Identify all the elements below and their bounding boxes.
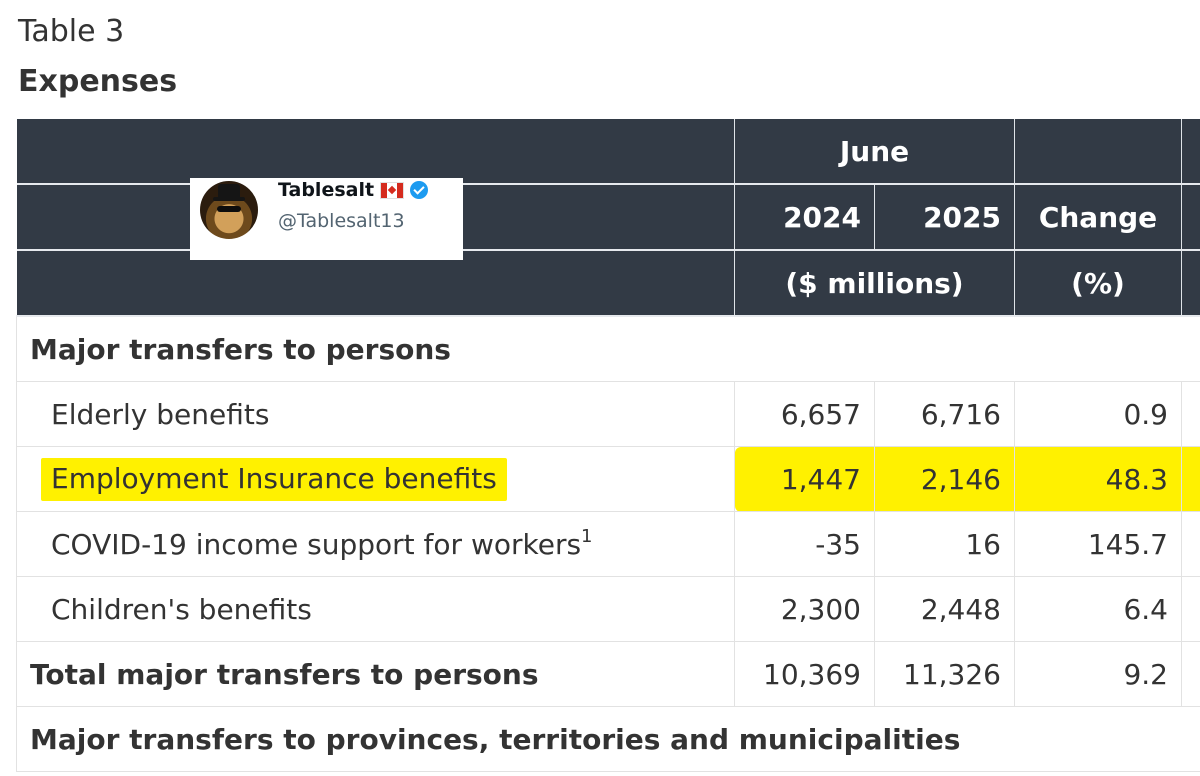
header-empty-cell	[1181, 119, 1200, 185]
user-handle: @Tablesalt13	[278, 210, 405, 232]
avatar	[200, 181, 258, 239]
header-empty-cell	[16, 250, 735, 317]
header-row-years: 2024 2025 Change	[16, 184, 1200, 251]
cell-change: 48.3	[1014, 446, 1182, 512]
canada-flag-icon	[380, 181, 405, 199]
table-row-highlighted: Employment Insurance benefits 1,447 2,14…	[16, 446, 1200, 512]
cell-2025: 11,326	[874, 641, 1015, 707]
header-year-2024: 2024	[734, 184, 875, 251]
section-row: Major transfers to persons	[16, 316, 1200, 382]
glasses-shape	[217, 206, 241, 212]
cell-change: 0.9	[1014, 381, 1182, 447]
cell-change: 145.7	[1014, 511, 1182, 577]
cell-2025: 6,716	[874, 381, 1015, 447]
table-header: June 2024 2025 Change ($ millions) (%)	[16, 119, 1200, 317]
cell-2025: 2,146	[874, 446, 1015, 512]
header-unit-change: (%)	[1014, 250, 1182, 317]
cell-change: 6.4	[1014, 576, 1182, 642]
table-row: Children's benefits 2,300 2,448 6.4	[16, 576, 1200, 642]
cell-2025: 2,448	[874, 576, 1015, 642]
verified-badge-icon	[410, 181, 429, 199]
cell-2025: 16	[874, 511, 1015, 577]
cell-2024: 10,369	[734, 641, 875, 707]
expenses-table: June 2024 2025 Change ($ millions) (%) M…	[16, 119, 1200, 772]
user-name-line: Tablesalt	[278, 179, 429, 201]
row-label-cell: Employment Insurance benefits	[16, 446, 735, 512]
header-row-period: June	[16, 119, 1200, 185]
header-empty-cell	[16, 119, 735, 185]
table-title: Expenses	[18, 64, 178, 99]
row-label: COVID-19 income support for workers	[51, 527, 582, 561]
table-row: Elderly benefits 6,657 6,716 0.9	[16, 381, 1200, 447]
cell-empty	[1181, 511, 1200, 577]
hat-shape	[218, 184, 240, 198]
section-row: Major transfers to provinces, territorie…	[16, 706, 1200, 772]
table-label: Table 3	[18, 14, 125, 49]
cell-empty	[1181, 446, 1200, 512]
cell-2024: -35	[734, 511, 875, 577]
user-watermark-card: Tablesalt @Tablesalt13	[190, 178, 463, 260]
cell-2024: 1,447	[734, 446, 875, 512]
cell-empty	[1181, 641, 1200, 707]
row-label: Total major transfers to persons	[16, 641, 735, 707]
row-label-cell: COVID-19 income support for workers1	[16, 511, 735, 577]
table-row: COVID-19 income support for workers1 -35…	[16, 511, 1200, 577]
header-unit-values: ($ millions)	[734, 250, 1015, 317]
user-name: Tablesalt	[278, 179, 375, 201]
hat-brim-shape	[213, 197, 245, 201]
cell-change: 9.2	[1014, 641, 1182, 707]
header-period: June	[734, 119, 1015, 185]
total-row: Total major transfers to persons 10,369 …	[16, 641, 1200, 707]
section-title: Major transfers to persons	[16, 316, 1200, 382]
cell-2024: 2,300	[734, 576, 875, 642]
row-label: Children's benefits	[16, 576, 735, 642]
row-label: Employment Insurance benefits	[41, 457, 507, 501]
header-year-2025: 2025	[874, 184, 1015, 251]
cell-2024: 6,657	[734, 381, 875, 447]
header-empty-cell	[1181, 184, 1200, 251]
header-change: Change	[1014, 184, 1182, 251]
header-empty-cell	[1014, 119, 1182, 185]
section-title: Major transfers to provinces, territorie…	[16, 706, 1200, 772]
header-empty-cell	[1181, 250, 1200, 317]
header-row-units: ($ millions) (%)	[16, 250, 1200, 317]
row-label: Elderly benefits	[16, 381, 735, 447]
cell-empty	[1181, 576, 1200, 642]
footnote-link[interactable]: 1	[581, 525, 593, 547]
cell-empty	[1181, 381, 1200, 447]
